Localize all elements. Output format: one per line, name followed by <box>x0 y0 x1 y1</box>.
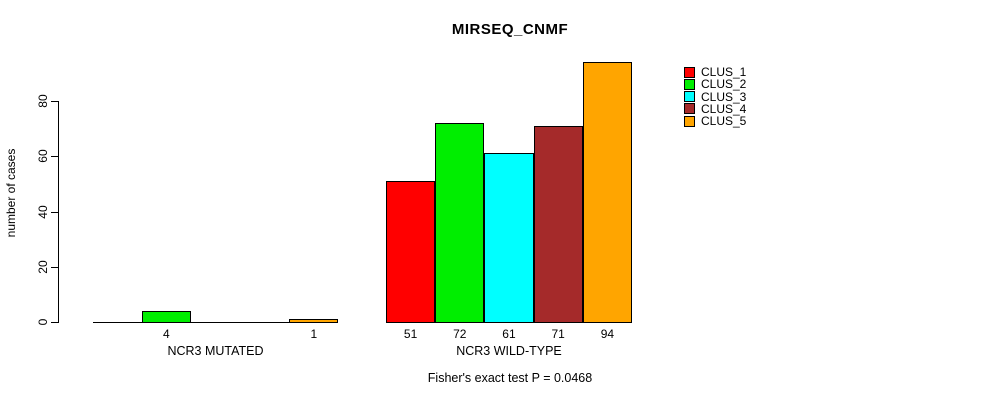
y-axis-line <box>58 101 59 323</box>
legend-swatch-clus_5 <box>684 115 695 127</box>
legend-swatch-clus_1 <box>684 66 695 78</box>
legend-item: CLUS_4 <box>684 103 746 115</box>
y-tick <box>51 156 58 158</box>
legend-label: CLUS_5 <box>701 114 747 129</box>
legend-swatch-clus_3 <box>684 91 695 103</box>
y-tick-label: 0 <box>36 318 50 326</box>
y-tick <box>51 211 58 213</box>
bar-value-label: 1 <box>310 327 318 341</box>
y-tick <box>51 266 58 268</box>
y-tick <box>51 101 58 102</box>
bar-clus_2-wildtype <box>435 123 485 323</box>
bar-clus_3-wildtype <box>484 153 534 323</box>
bar-clus_4-wildtype <box>533 126 583 323</box>
y-tick-label: 40 <box>36 204 50 219</box>
legend-item: CLUS_5 <box>684 115 746 127</box>
y-tick-label: 80 <box>36 94 50 108</box>
footnote-text: Fisher's exact test P = 0.0468 <box>427 371 593 385</box>
bar-value-label: 94 <box>600 327 615 341</box>
x-group-label: NCR3 WILD-TYPE <box>456 344 562 358</box>
legend-label: CLUS_3 <box>701 89 747 104</box>
bar-clus_3-zero <box>190 322 241 323</box>
y-tick-label: 60 <box>36 149 50 163</box>
y-tick-label: 20 <box>36 260 50 274</box>
legend-item: CLUS_3 <box>684 91 746 103</box>
x-group-label: NCR3 MUTATED <box>167 344 264 358</box>
bar-clus_5-mutated <box>289 319 339 323</box>
bar-value-label: 4 <box>162 327 170 341</box>
bar-value-label: 51 <box>403 327 418 341</box>
legend-swatch-clus_4 <box>684 103 695 115</box>
bar-value-label: 71 <box>551 327 565 341</box>
bar-clus_5-wildtype <box>582 62 632 323</box>
legend-label: CLUS_1 <box>701 65 747 79</box>
legend-label: CLUS_2 <box>701 77 747 92</box>
bar-clus_1-wildtype <box>386 181 436 323</box>
bar-value-label: 61 <box>502 327 516 341</box>
legend-swatch-clus_2 <box>684 78 695 90</box>
bar-clus_2-mutated <box>141 311 191 323</box>
chart-title: MIRSEQ_CNMF <box>451 21 569 38</box>
y-tick <box>51 322 58 323</box>
legend-item: CLUS_1 <box>684 66 746 78</box>
legend-item: CLUS_2 <box>684 78 746 90</box>
bar-clus_4-zero <box>240 322 290 323</box>
y-axis-label: number of cases <box>4 148 18 238</box>
bar-clus_1-zero <box>92 322 142 323</box>
legend-label: CLUS_4 <box>701 101 747 116</box>
bar-value-label: 72 <box>453 327 467 341</box>
